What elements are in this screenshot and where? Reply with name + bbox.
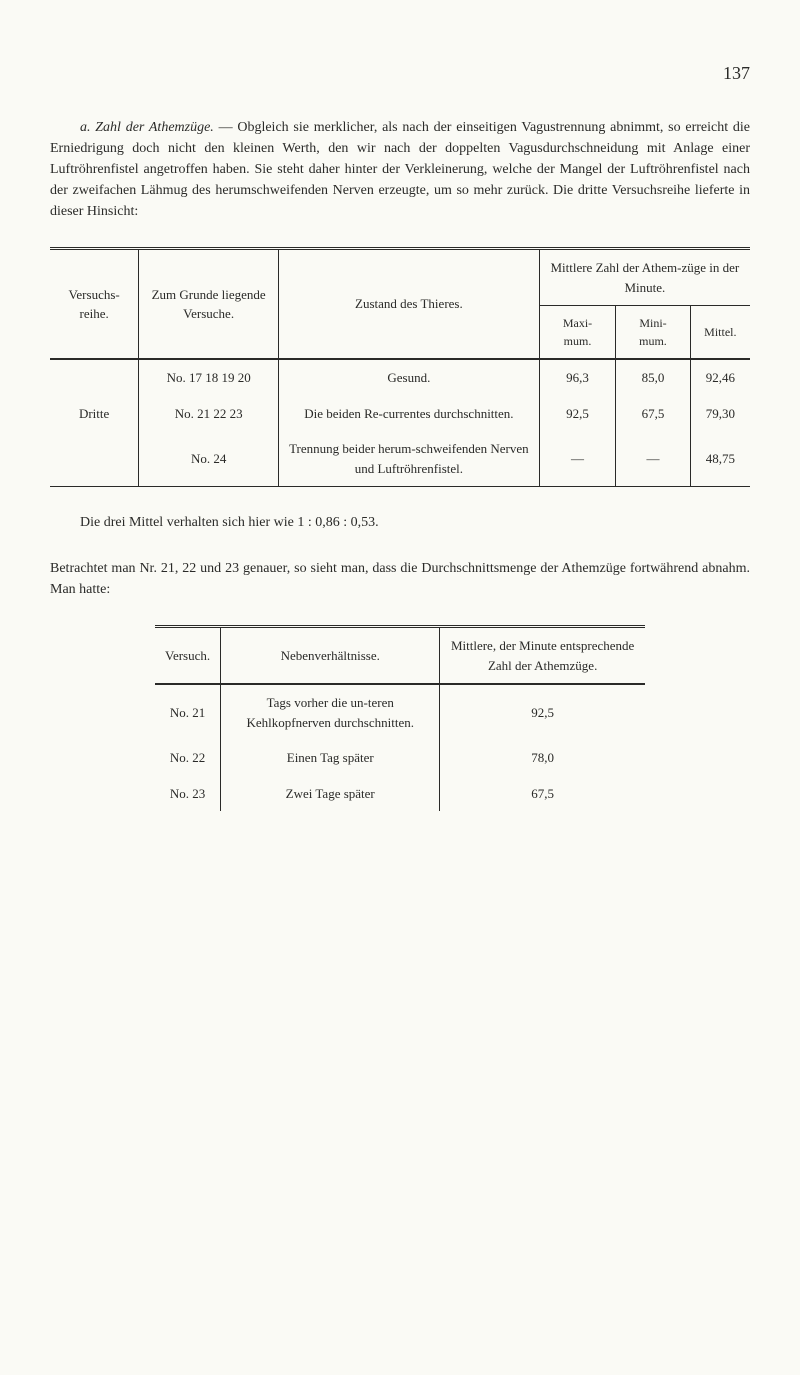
t2-h-neben: Nebenverhältnisse.: [221, 627, 440, 685]
table-cell: —: [539, 431, 616, 487]
t1-h-group: Mittlere Zahl der Athem-züge in der Minu…: [539, 249, 750, 306]
para1-prefix: a.: [80, 120, 95, 135]
table-cell: 79,30: [690, 396, 750, 432]
page-number: 137: [50, 60, 750, 87]
table-cell: No. 17 18 19 20: [139, 359, 279, 396]
table-cell: 92,46: [690, 359, 750, 396]
t1-h-mittel: Mittel.: [690, 306, 750, 360]
table-cell: Die beiden Re-currentes durchschnitten.: [279, 396, 540, 432]
para1-italic: Zahl der Athemzüge.: [95, 120, 214, 135]
table-cell: 92,5: [440, 684, 645, 740]
table-cell: Einen Tag später: [221, 740, 440, 776]
table-cell: 78,0: [440, 740, 645, 776]
t2-h-mittel: Mittlere, der Minute entsprechende Zahl …: [440, 627, 645, 685]
table-cell: No. 21: [155, 684, 221, 740]
table-cell: No. 23: [155, 776, 221, 812]
t2-h-versuch: Versuch.: [155, 627, 221, 685]
t1-h-reihe: Versuchs-reihe.: [50, 249, 139, 360]
table-cell: 85,0: [616, 359, 690, 396]
paragraph-3: Betrachtet man Nr. 21, 22 und 23 genauer…: [50, 558, 750, 600]
table-cell: Dritte: [50, 396, 139, 432]
table-cell: 67,5: [616, 396, 690, 432]
table-cell: Gesund.: [279, 359, 540, 396]
table-cell: Zwei Tage später: [221, 776, 440, 812]
t1-h-min: Mini-mum.: [616, 306, 690, 360]
table-cell: No. 21 22 23: [139, 396, 279, 432]
paragraph-2: Die drei Mittel verhalten sich hier wie …: [50, 512, 750, 533]
t1-h-grunde: Zum Grunde liegende Versuche.: [139, 249, 279, 360]
table-cell: Trennung beider herum-schweifenden Nerve…: [279, 431, 540, 487]
table-cell: No. 22: [155, 740, 221, 776]
table-1: Versuchs-reihe. Zum Grunde liegende Vers…: [50, 247, 750, 487]
table-cell: No. 24: [139, 431, 279, 487]
table-cell: 67,5: [440, 776, 645, 812]
table-cell: 92,5: [539, 396, 616, 432]
t1-h-max: Maxi-mum.: [539, 306, 616, 360]
table-cell: Tags vorher die un-teren Kehlkopfnerven …: [221, 684, 440, 740]
table-2: Versuch. Nebenverhältnisse. Mittlere, de…: [155, 625, 645, 811]
t1-h-zustand: Zustand des Thieres.: [279, 249, 540, 360]
table-cell: [50, 359, 139, 396]
table-cell: [50, 431, 139, 487]
paragraph-1: a. Zahl der Athemzüge. — Obgleich sie me…: [50, 117, 750, 222]
table-cell: 96,3: [539, 359, 616, 396]
table-cell: 48,75: [690, 431, 750, 487]
table-cell: —: [616, 431, 690, 487]
